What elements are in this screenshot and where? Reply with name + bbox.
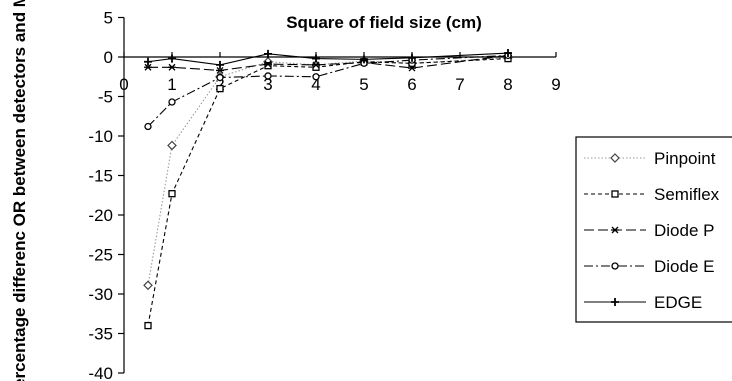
point-marker (611, 226, 619, 234)
point-marker (168, 63, 176, 71)
series-line (147, 58, 509, 326)
legend-label: Semiflex (654, 185, 720, 204)
legend-label: Diode E (654, 257, 714, 276)
point-marker (216, 84, 224, 93)
point-marker (144, 321, 152, 330)
point-marker (360, 55, 368, 64)
point-marker (264, 49, 272, 58)
point-marker (143, 280, 153, 291)
point-marker (264, 62, 272, 70)
x-tick-label: 5 (359, 75, 368, 94)
point-marker (312, 61, 320, 69)
x-tick-label: 9 (551, 75, 560, 94)
x-tick-label: 7 (455, 75, 464, 94)
point-marker (144, 57, 152, 66)
point-marker (611, 262, 619, 270)
point-marker (408, 53, 416, 62)
legend-label: EDGE (654, 293, 702, 312)
legend-items: Pinpoint Semiflex Diode P Diode E EDGE (584, 149, 720, 312)
point-marker (144, 122, 152, 131)
point-marker (167, 140, 177, 151)
legend-item-diode-p: Diode P (584, 221, 714, 240)
series-edge (144, 49, 512, 69)
y-tick-label: -20 (88, 206, 113, 225)
legend-label: Pinpoint (654, 149, 716, 168)
legend-item-pinpoint: Pinpoint (584, 149, 716, 168)
x-tick-label: 1 (167, 75, 176, 94)
point-marker (408, 64, 416, 72)
point-marker (216, 66, 224, 74)
x-ticks: 0 1 2 3 4 5 6 7 8 9 (119, 52, 561, 94)
x-tick-label: 4 (311, 75, 320, 94)
point-marker (144, 63, 152, 71)
point-marker (168, 98, 176, 106)
point-marker (168, 190, 176, 198)
y-tick-label: -10 (88, 127, 113, 146)
series-line (147, 54, 509, 127)
point-marker (504, 49, 512, 58)
point-marker (216, 60, 224, 69)
point-marker (611, 190, 619, 198)
point-marker (610, 153, 620, 163)
x-tick-label: 0 (119, 75, 128, 94)
point-marker (312, 73, 320, 81)
y-axis-title: Percentage differenc OR between detector… (10, 0, 29, 381)
legend-label: Diode P (654, 221, 714, 240)
x-tick-label: 3 (263, 75, 272, 94)
series-line (147, 57, 509, 286)
series-layer (143, 49, 513, 330)
series-line (147, 52, 509, 66)
series-line (148, 54, 509, 71)
point-marker (264, 60, 272, 68)
legend: Pinpoint Semiflex Diode P Diode E EDGE (575, 136, 732, 323)
x-tick-label: 6 (407, 75, 416, 94)
legend-item-semiflex: Semiflex (584, 185, 720, 204)
x-tick-label: 8 (503, 75, 512, 94)
point-marker (168, 54, 176, 63)
y-tick-label: -40 (88, 364, 113, 381)
point-marker (264, 72, 272, 80)
y-ticks: 5 0 -5 -10 -15 -20 -25 -30 -35 -40 (88, 9, 124, 381)
x-tick-label: 2 (215, 75, 224, 94)
point-marker (216, 73, 224, 82)
y-tick-label: -35 (88, 325, 113, 344)
legend-item-diode-e: Diode E (584, 257, 714, 276)
point-marker (312, 54, 320, 63)
x-axis: 0 1 2 3 4 5 6 7 8 9 (119, 52, 561, 94)
y-tick-label: 0 (104, 48, 113, 67)
y-tick-label: -25 (88, 246, 113, 265)
point-marker (611, 298, 619, 306)
y-tick-label: -30 (88, 285, 113, 304)
y-axis: 5 0 -5 -10 -15 -20 -25 -30 -35 -40 (88, 9, 125, 381)
x-axis-title: Square of field size (cm) (286, 13, 482, 32)
y-tick-label: -15 (88, 167, 113, 186)
legend-item-edge: EDGE (584, 293, 702, 312)
series-semiflex (144, 54, 512, 330)
y-tick-label: -5 (98, 88, 113, 107)
y-tick-label: 5 (104, 9, 113, 28)
